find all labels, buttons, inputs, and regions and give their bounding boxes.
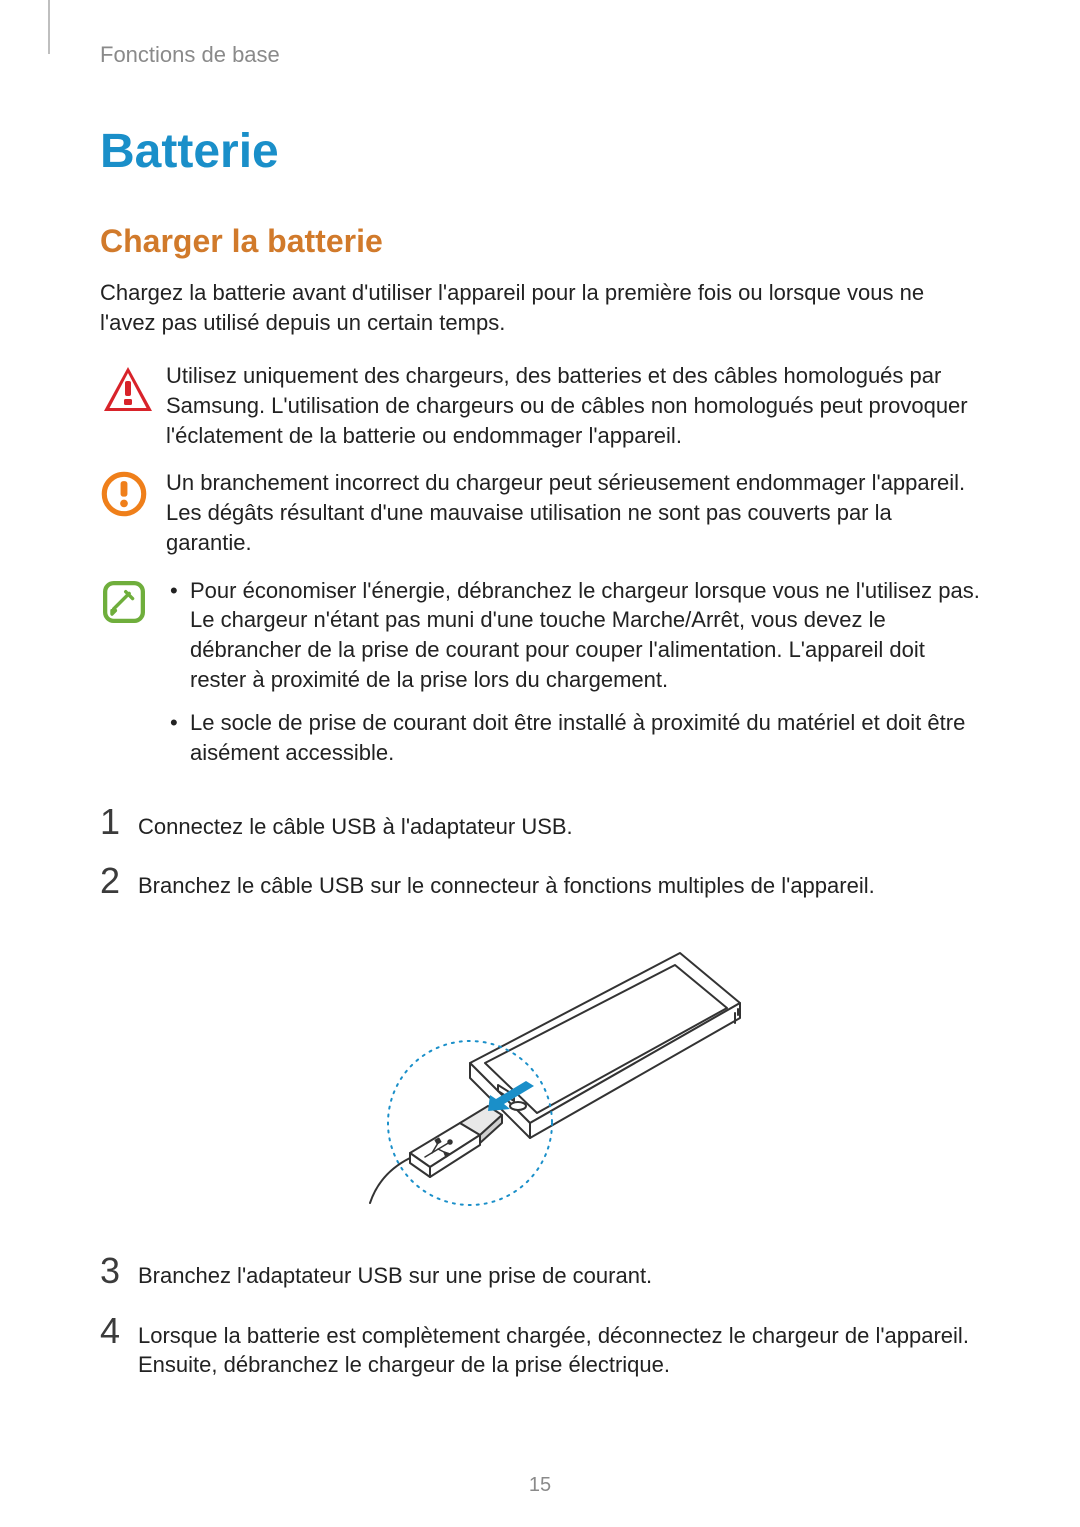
step-4: 4 Lorsque la batterie est complètement c… xyxy=(100,1313,980,1380)
step-text: Branchez l'adaptateur USB sur une prise … xyxy=(132,1253,980,1291)
warning-callout: Utilisez uniquement des chargeurs, des b… xyxy=(100,361,980,450)
step-text: Branchez le câble USB sur le connecteur … xyxy=(132,863,980,901)
tip-callout: Pour économiser l'énergie, débranchez le… xyxy=(100,576,980,782)
caution-text: Un branchement incorrect du chargeur peu… xyxy=(166,468,980,557)
section-heading: Charger la batterie xyxy=(100,223,980,260)
step-1: 1 Connectez le câble USB à l'adaptateur … xyxy=(100,804,980,842)
usb-charging-diagram xyxy=(320,923,760,1223)
tip-list-item: Pour économiser l'énergie, débranchez le… xyxy=(166,576,980,695)
caution-circle-icon xyxy=(100,470,156,526)
breadcrumb: Fonctions de base xyxy=(100,40,980,68)
intro-paragraph: Chargez la batterie avant d'utiliser l'a… xyxy=(100,278,980,337)
step-3: 3 Branchez l'adaptateur USB sur une pris… xyxy=(100,1253,980,1291)
step-number: 1 xyxy=(100,804,132,840)
page-title: Batterie xyxy=(100,124,980,179)
note-square-icon xyxy=(100,578,156,634)
page-number: 15 xyxy=(0,1474,1080,1497)
step-text: Lorsque la batterie est complètement cha… xyxy=(132,1313,980,1380)
warning-text: Utilisez uniquement des chargeurs, des b… xyxy=(166,361,980,450)
tip-list-item: Le socle de prise de courant doit être i… xyxy=(166,708,980,767)
step-number: 2 xyxy=(100,863,132,899)
warning-triangle-icon xyxy=(100,363,156,419)
step-number: 4 xyxy=(100,1313,132,1349)
step-2: 2 Branchez le câble USB sur le connecteu… xyxy=(100,863,980,901)
steps-list: 1 Connectez le câble USB à l'adaptateur … xyxy=(100,804,980,1380)
caution-callout: Un branchement incorrect du chargeur peu… xyxy=(100,468,980,557)
step-text: Connectez le câble USB à l'adaptateur US… xyxy=(132,804,980,842)
tip-list: Pour économiser l'énergie, débranchez le… xyxy=(166,576,980,768)
step-number: 3 xyxy=(100,1253,132,1289)
header-rule xyxy=(48,0,50,54)
